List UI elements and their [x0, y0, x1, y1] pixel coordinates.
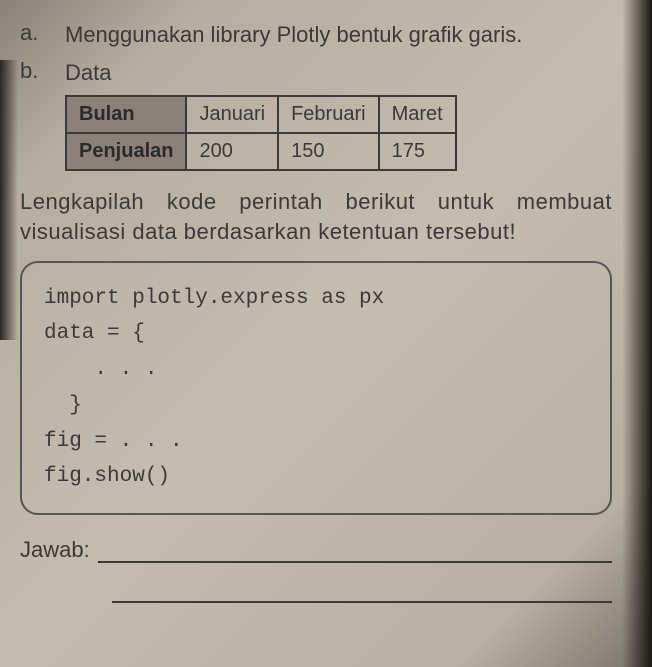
- list-text-a: Menggunakan library Plotly bentuk grafik…: [65, 20, 612, 50]
- list-text-b: Data: [65, 58, 612, 88]
- list-item-a: a. Menggunakan library Plotly bentuk gra…: [20, 20, 612, 50]
- code-line: fig = . . .: [44, 424, 588, 460]
- code-line: import plotly.express as px: [44, 281, 588, 317]
- data-table-wrap: Bulan Januari Februari Maret Penjualan 2…: [65, 95, 612, 171]
- table-cell: 150: [278, 133, 378, 170]
- list-marker-b: b.: [20, 58, 65, 88]
- answer-blank-line: [98, 541, 612, 563]
- page-content: a. Menggunakan library Plotly bentuk gra…: [0, 0, 652, 623]
- code-line: }: [44, 388, 588, 424]
- code-box: import plotly.express as px data = { . .…: [20, 261, 612, 515]
- shadow-left: [0, 60, 18, 340]
- table-row: Penjualan 200 150 175: [66, 133, 456, 170]
- shadow-right: [622, 0, 652, 667]
- table-cell: 200: [186, 133, 278, 170]
- answer-label: Jawab:: [20, 537, 90, 563]
- answer-blank-line: [112, 581, 612, 603]
- table-cell: Januari: [186, 96, 278, 133]
- answer-row-2: [20, 581, 612, 603]
- table-header-penjualan: Penjualan: [66, 133, 186, 170]
- list-item-b: b. Data: [20, 58, 612, 88]
- table-cell: Februari: [278, 96, 378, 133]
- answer-row-1: Jawab:: [20, 537, 612, 563]
- code-line: data = {: [44, 316, 588, 352]
- data-table: Bulan Januari Februari Maret Penjualan 2…: [65, 95, 457, 171]
- list-marker-a: a.: [20, 20, 65, 50]
- table-header-bulan: Bulan: [66, 96, 186, 133]
- instruction-text: Lengkapilah kode perintah berikut untuk …: [20, 187, 612, 246]
- table-cell: 175: [379, 133, 456, 170]
- table-cell: Maret: [379, 96, 456, 133]
- code-line: . . .: [44, 352, 588, 388]
- code-line: fig.show(): [44, 459, 588, 495]
- answer-section: Jawab:: [20, 537, 612, 603]
- table-row: Bulan Januari Februari Maret: [66, 96, 456, 133]
